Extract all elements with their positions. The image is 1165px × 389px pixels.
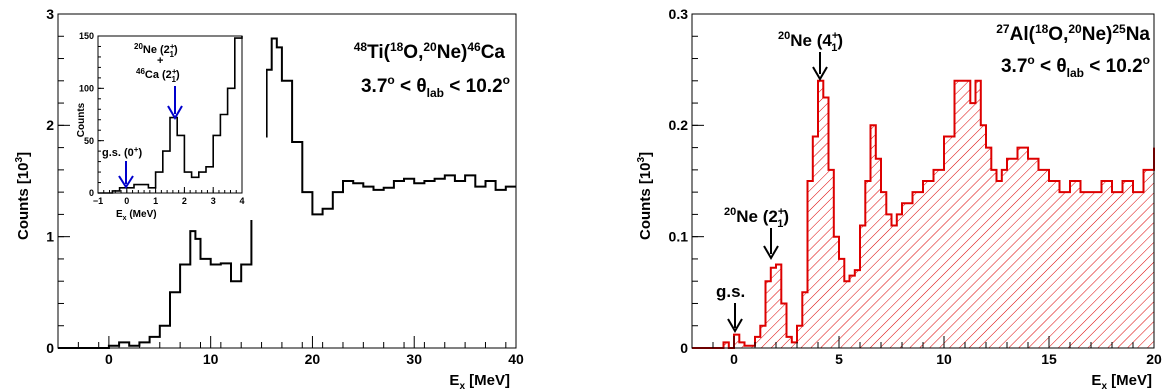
inset-ca-label: 46Ca (2+ 1)	[136, 67, 180, 84]
right-y-tick-label: 0.2	[669, 117, 689, 133]
inset-histogram-line	[98, 36, 243, 194]
left-x-tick-label: 20	[305, 351, 321, 367]
right-x-tick-label: 15	[1041, 351, 1057, 367]
inset-y-axis-label: Counts	[76, 102, 87, 137]
inset-y-tick-label: 50	[84, 136, 94, 146]
right-ne2-label: 20Ne (2+ 1)	[724, 206, 789, 230]
right-x-tick-label: 0	[730, 351, 738, 367]
right-x-tick-label: 5	[835, 351, 843, 367]
inset-y-ticks: 0 50 100 150	[79, 31, 104, 198]
inset-gs-arrowhead	[118, 175, 134, 189]
right-x-tick-label: 10	[936, 351, 952, 367]
inset-ne-label: 20Ne (2+ 1)	[134, 42, 178, 59]
inset-x-ticks: −1 0 1 2 3 4	[93, 187, 245, 206]
left-y-axis-label: Counts [103]	[14, 152, 32, 240]
inset-x-tick-label: 0	[124, 196, 129, 206]
right-ne4-label: 20Ne (4+ 1)	[778, 30, 843, 54]
right-x-tick-label: 20	[1146, 351, 1162, 367]
right-reaction-title: 27Al(18O,20Ne)25Na	[996, 22, 1150, 45]
left-histogram-line	[58, 37, 516, 349]
inset-y-tick-label: 0	[89, 188, 94, 198]
right-chart: 0 5 10 15 20 0 0.1 0.2 0.3 Ex [MeV] Counts [103…	[636, 6, 1162, 389]
left-x-tick-label: 40	[508, 351, 524, 367]
right-x-ticks: 0 5 10 15 20	[691, 336, 1162, 367]
left-x-tick-label: 30	[406, 351, 422, 367]
left-y-tick-label: 0	[46, 340, 54, 356]
left-x-ticks: 0 10 20 30 40	[57, 336, 524, 367]
inset-x-tick-label: 2	[182, 196, 187, 206]
left-plot-frame	[57, 13, 517, 349]
right-ne4-arrowhead	[812, 66, 828, 81]
right-y-tick-label: 0.1	[669, 229, 689, 245]
inset-x-tick-label: −1	[93, 196, 103, 206]
left-y-tick-label: 1	[46, 229, 54, 245]
inset-y-tick-label: 100	[79, 83, 94, 93]
inset-ne-ca-arrowhead	[167, 105, 183, 120]
left-y-tick-label: 3	[46, 6, 54, 22]
left-x-tick-label: 10	[203, 351, 219, 367]
inset-frame	[97, 35, 243, 194]
inset-x-tick-label: 4	[239, 196, 244, 206]
right-angle-range: 3.7o < θlab < 10.2o	[1001, 53, 1150, 80]
right-y-ticks: 0 0.1 0.2 0.3	[669, 6, 704, 356]
right-gs-arrowhead	[727, 318, 743, 333]
inset-x-tick-label: 1	[153, 196, 158, 206]
inset-y-tick-label: 150	[79, 31, 94, 41]
right-y-tick-label: 0	[680, 340, 688, 356]
inset-gs-label: g.s. (0+)	[102, 145, 142, 159]
inset-x-axis-label: Ex (MeV)	[116, 209, 157, 222]
right-x-axis-label: Ex [MeV]	[1091, 372, 1152, 389]
left-x-tick-label: 0	[105, 351, 113, 367]
left-reaction-title: 48Ti(18O,20Ne)46Ca	[354, 40, 506, 63]
right-y-axis-label: Counts [103]	[636, 152, 654, 240]
right-gs-label: g.s.	[716, 282, 745, 301]
inset-plus-label: +	[157, 55, 163, 67]
right-histogram-line	[692, 79, 1155, 349]
left-angle-range: 3.7o < θlab < 10.2o	[361, 73, 510, 100]
inset-x-tick-label: 3	[211, 196, 216, 206]
right-ne2-arrowhead	[763, 245, 779, 260]
left-y-ticks: 0 1 2 3	[46, 6, 70, 356]
right-y-tick-label: 0.3	[669, 6, 689, 22]
left-y-tick-label: 2	[46, 117, 54, 133]
left-x-axis-label: Ex [MeV]	[449, 372, 510, 389]
